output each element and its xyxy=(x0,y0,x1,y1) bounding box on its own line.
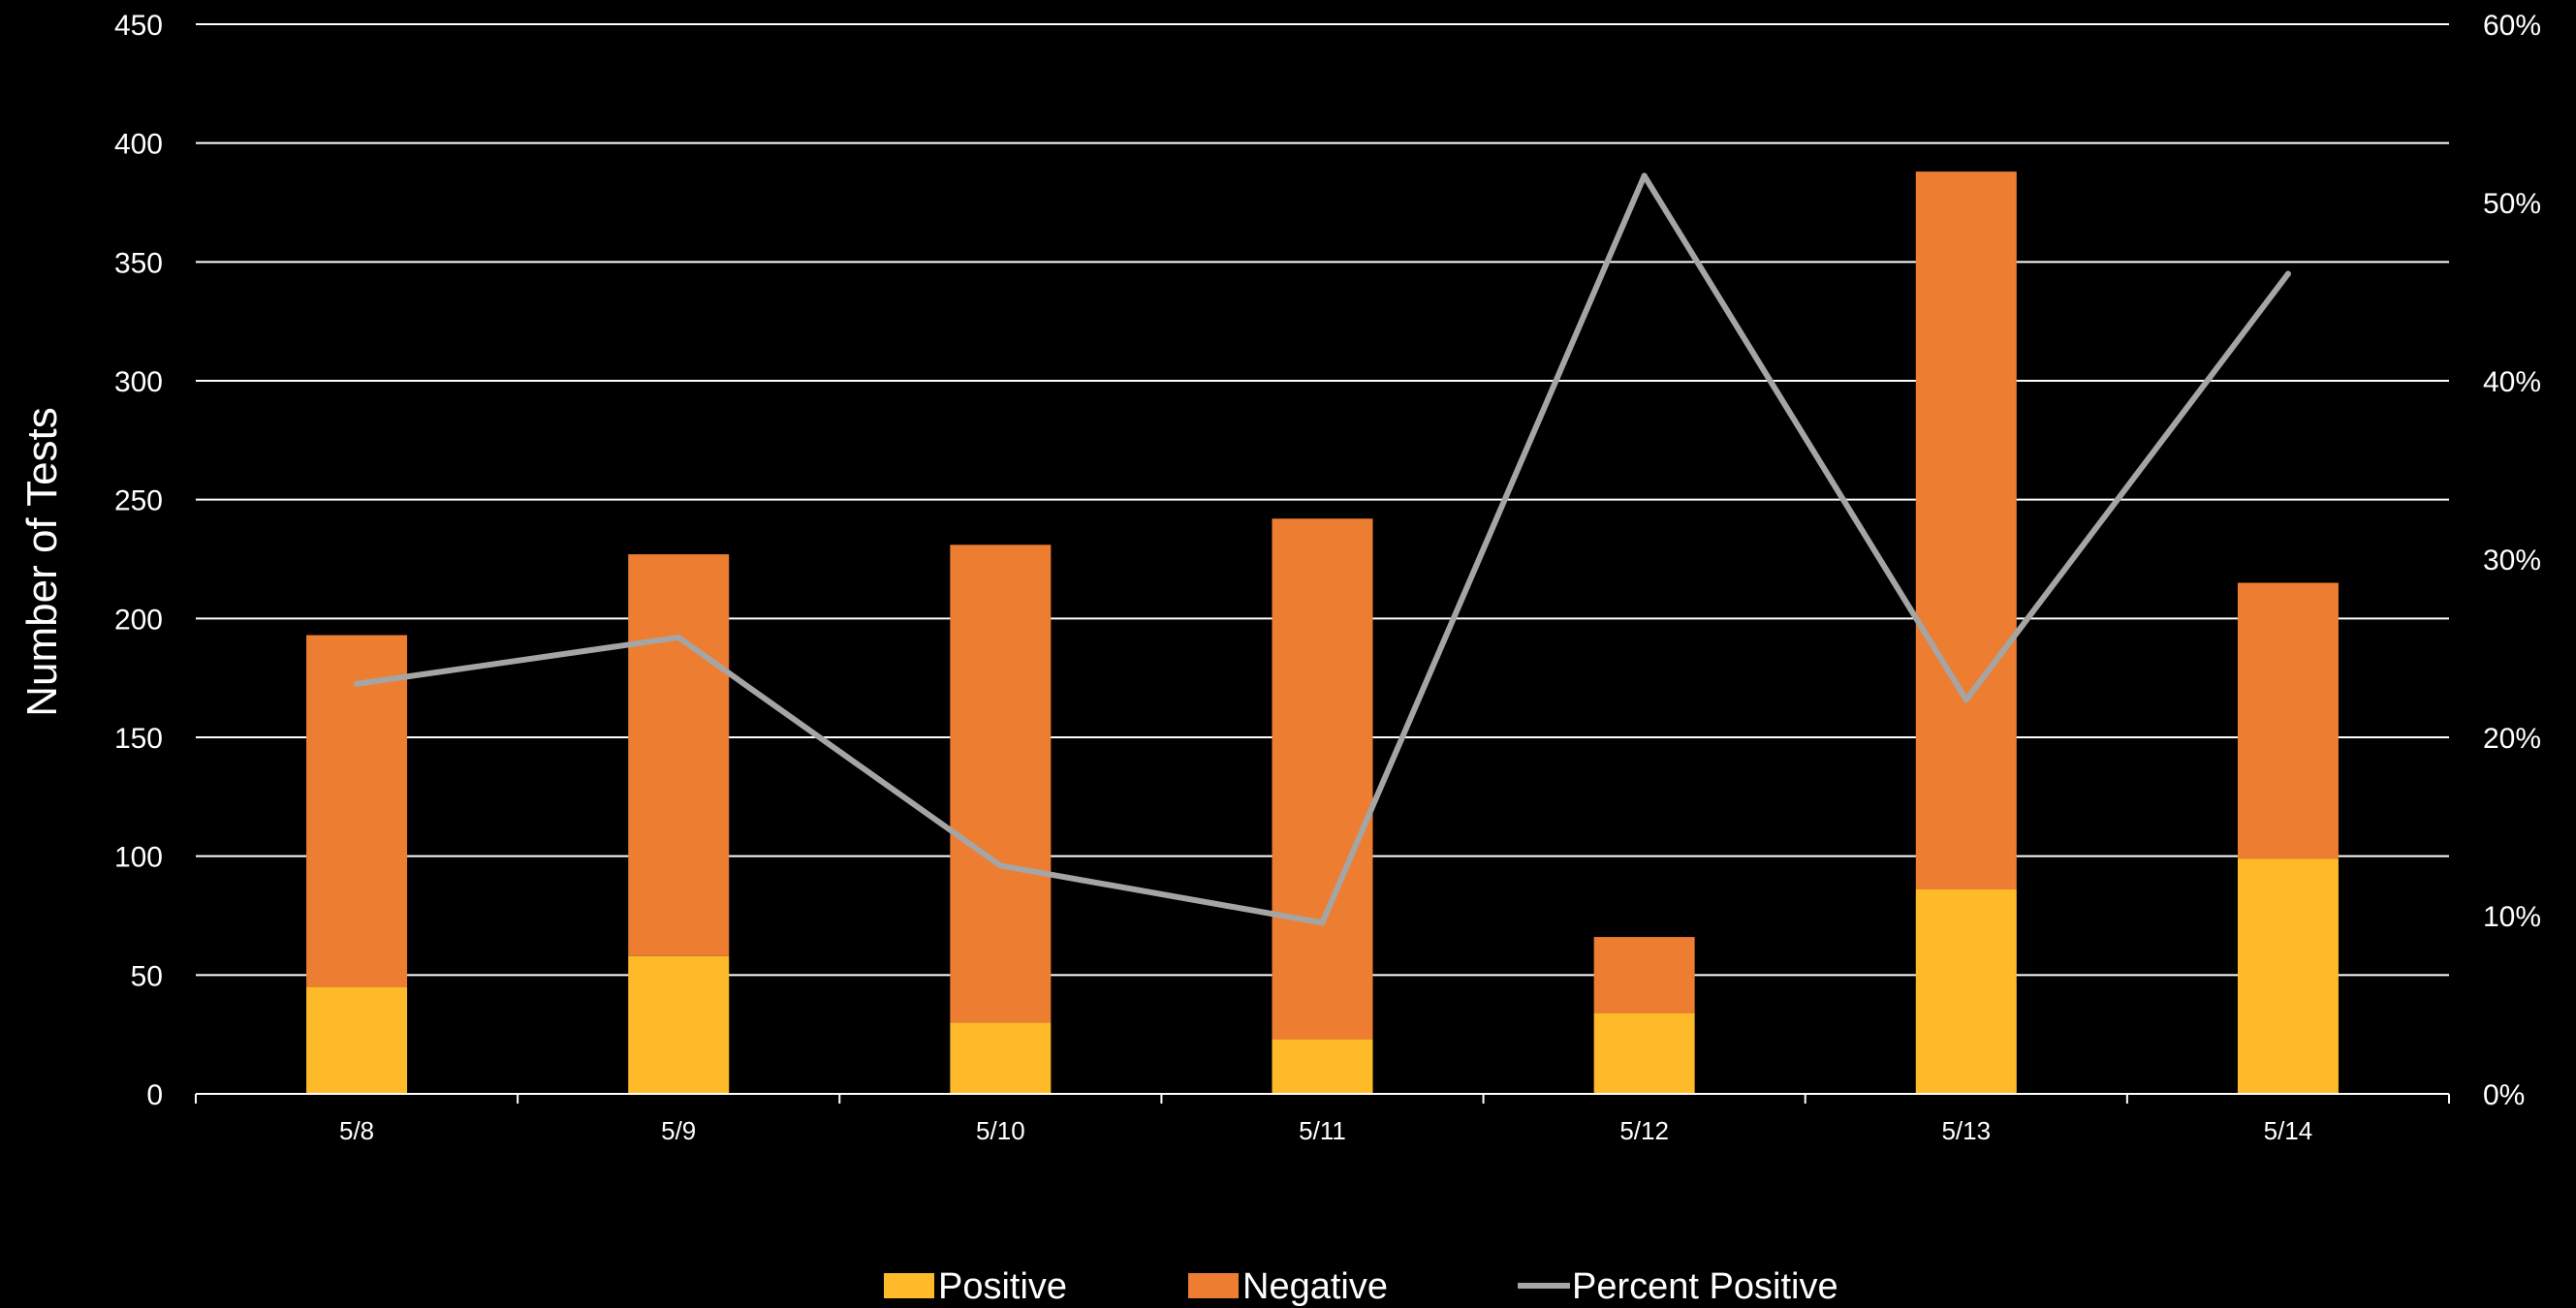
y-tick-label: 50 xyxy=(131,960,163,992)
legend-label: Negative xyxy=(1242,1266,1388,1307)
bar-positive xyxy=(1593,1012,1695,1094)
percent-positive-point xyxy=(997,862,1004,869)
axes: 0 50 100 150 200 250 300 350 400 450 0% 10% 20% 30% 40… xyxy=(114,10,2541,1145)
y-axis-title: Number of Tests xyxy=(18,407,66,717)
y2-tick-label: 10% xyxy=(2483,901,2541,933)
percent-positive-point xyxy=(1319,919,1326,926)
gridlines xyxy=(196,23,2449,977)
legend-label: Positive xyxy=(938,1266,1067,1307)
x-tick-label: 5/11 xyxy=(1299,1116,1346,1145)
y-tick-label: 0 xyxy=(146,1079,163,1111)
percent-positive-point xyxy=(1963,697,1969,703)
bar-positive xyxy=(628,955,730,1094)
y-tick-label: 100 xyxy=(114,842,163,874)
bar-negative xyxy=(1915,171,2017,890)
y-tick-label: 400 xyxy=(114,129,163,161)
bar-positive xyxy=(2237,858,2339,1094)
y2-tick-label: 60% xyxy=(2483,10,2541,42)
bar-negative xyxy=(306,635,408,987)
y2-tick-label: 30% xyxy=(2483,545,2541,576)
percent-positive-line-group xyxy=(354,172,2291,926)
x-tick-label: 5/10 xyxy=(976,1116,1025,1145)
y2-tick-label: 50% xyxy=(2483,188,2541,220)
percent-positive-point xyxy=(1641,172,1648,179)
bar-positive xyxy=(1272,1039,1373,1094)
percent-positive-point xyxy=(675,634,682,640)
y-tick-label: 150 xyxy=(114,723,163,755)
bar-negative xyxy=(628,554,730,956)
bar-positive xyxy=(950,1022,1052,1094)
y2-tick-label: 40% xyxy=(2483,366,2541,398)
legend-label: Percent Positive xyxy=(1572,1266,1838,1307)
percent-positive-point xyxy=(354,680,361,687)
y-tick-label: 300 xyxy=(114,366,163,398)
y-tick-label: 450 xyxy=(114,10,163,42)
bar-negative xyxy=(1272,518,1373,1040)
y2-tick-label: 20% xyxy=(2483,723,2541,755)
y2-tick-label: 0% xyxy=(2483,1079,2525,1111)
x-tick-label: 5/12 xyxy=(1619,1116,1669,1145)
y-tick-label: 250 xyxy=(114,485,163,517)
y-tick-label: 350 xyxy=(114,247,163,279)
bar-negative xyxy=(2237,582,2339,859)
x-tick-label: 5/8 xyxy=(339,1116,374,1145)
x-tick-label: 5/14 xyxy=(2264,1116,2313,1145)
bars xyxy=(306,171,2339,1094)
bar-positive xyxy=(1915,889,2017,1094)
x-tick-label: 5/13 xyxy=(1941,1116,1991,1145)
bar-positive xyxy=(306,986,408,1094)
bar-negative xyxy=(950,545,1052,1023)
legend: Positive Negative Percent Positive xyxy=(884,1266,1838,1307)
x-tick-label: 5/9 xyxy=(661,1116,696,1145)
legend-swatch-positive xyxy=(884,1273,934,1298)
legend-swatch-negative xyxy=(1188,1273,1239,1298)
y-tick-label: 200 xyxy=(114,604,163,636)
bar-negative xyxy=(1593,937,1695,1013)
percent-positive-point xyxy=(2284,270,2291,277)
